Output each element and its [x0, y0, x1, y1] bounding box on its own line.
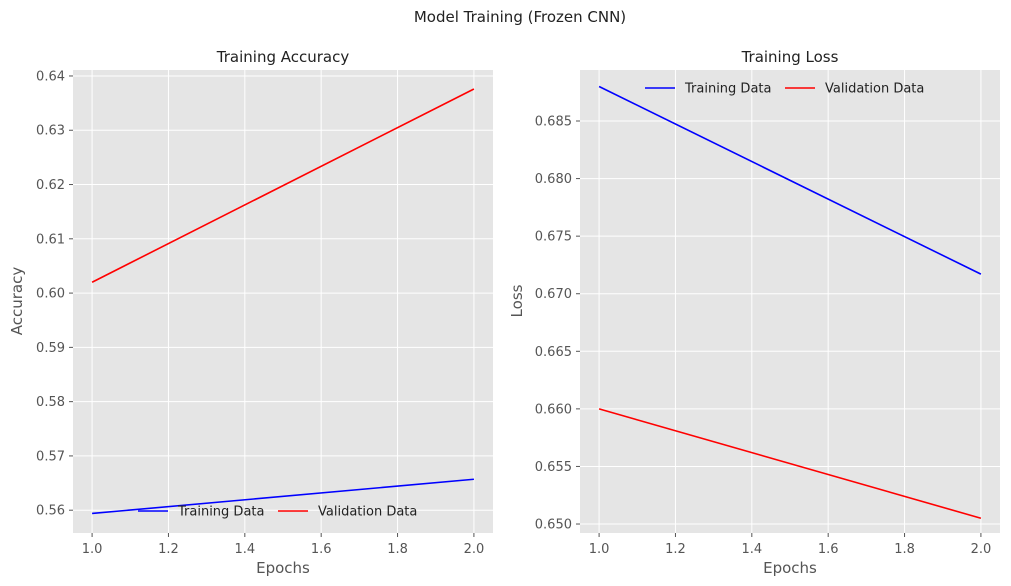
loss-y-tick-label: 0.675: [535, 230, 572, 245]
accuracy-training-data-line: [92, 478, 474, 515]
accuracy-y-tick-label: 0.62: [36, 178, 65, 193]
accuracy-grid: [73, 70, 493, 533]
accuracy-series: [91, 88, 475, 515]
accuracy-y-tick-label: 0.60: [36, 287, 65, 302]
loss-y-ticks: 0.650 0.655 0.660 0.665 0.670 0.675 0.680 0.685: [535, 115, 580, 533]
loss-x-tick-label: 1.8: [894, 542, 915, 557]
loss-y-axis-label: Loss: [508, 284, 526, 317]
loss-validation-data-line: [598, 408, 982, 520]
loss-x-tick-label: 1.0: [589, 542, 610, 557]
loss-y-tick-label: 0.655: [535, 460, 572, 475]
loss-legend: Training Data Validation Data: [645, 82, 924, 97]
loss-grid: [580, 70, 1000, 533]
loss-legend-validation-data-label: Validation Data: [825, 82, 924, 97]
loss-y-tick-label: 0.670: [535, 287, 572, 302]
accuracy-y-tick-label: 0.64: [36, 69, 65, 84]
loss-x-tick-label: 1.6: [818, 542, 839, 557]
loss-x-tick-label: 1.4: [741, 542, 762, 557]
accuracy-y-axis-label: Accuracy: [8, 267, 26, 336]
loss-x-tick-label: 1.2: [665, 542, 686, 557]
accuracy-legend-training-data-label: Training Data: [177, 505, 264, 520]
accuracy-y-ticks: 0.56 0.57 0.58 0.59 0.60 0.61 0.62 0.63 0.64: [36, 69, 73, 519]
loss-y-tick-label: 0.650: [535, 518, 572, 533]
loss-plot-area: [580, 70, 1000, 533]
accuracy-validation-data-line: [91, 88, 475, 283]
loss-legend-training-data-label: Training Data: [684, 82, 771, 97]
accuracy-x-tick-label: 2.0: [464, 542, 485, 557]
loss-series: [598, 85, 982, 520]
accuracy-y-tick-label: 0.57: [36, 449, 65, 464]
accuracy-y-tick-label: 0.59: [36, 341, 65, 356]
loss-y-tick-label: 0.680: [535, 172, 572, 187]
accuracy-x-tick-label: 1.2: [158, 542, 179, 557]
accuracy-chart-title: Training Accuracy: [216, 48, 350, 66]
loss-chart-title: Training Loss: [741, 48, 839, 66]
accuracy-plot-area: [73, 70, 493, 533]
accuracy-x-ticks: 1.0 1.2 1.4 1.6 1.8 2.0: [82, 533, 485, 557]
loss-y-tick-label: 0.685: [535, 115, 572, 130]
accuracy-legend-validation-data-label: Validation Data: [318, 505, 417, 520]
accuracy-x-tick-label: 1.4: [234, 542, 255, 557]
loss-y-tick-label: 0.665: [535, 345, 572, 360]
accuracy-chart-panel: 1.0 1.2 1.4 1.6 1.8 2.0 0.560.570.580.590.600…: [8, 48, 493, 577]
loss-y-tick-label: 0.660: [535, 402, 572, 417]
loss-training-data-line: [598, 85, 982, 275]
accuracy-y-tick-label: 0.58: [36, 395, 65, 410]
loss-x-tick-label: 2.0: [971, 542, 992, 557]
loss-chart-panel: 1.0 1.2 1.4 1.6 1.8 2.0 0.6500.6550.6600.6650…: [508, 48, 1000, 577]
loss-x-ticks: 1.0 1.2 1.4 1.6 1.8 2.0: [589, 533, 992, 557]
loss-x-axis-label: Epochs: [763, 559, 817, 577]
figure-suptitle: Model Training (Frozen CNN): [414, 8, 626, 26]
accuracy-y-tick-label: 0.63: [36, 124, 65, 139]
accuracy-x-tick-label: 1.8: [387, 542, 408, 557]
accuracy-x-axis-label: Epochs: [256, 559, 310, 577]
accuracy-x-tick-label: 1.0: [82, 542, 103, 557]
accuracy-legend: Training Data Validation Data: [138, 505, 417, 520]
accuracy-y-tick-label: 0.56: [36, 504, 65, 519]
accuracy-y-tick-label: 0.61: [36, 232, 65, 247]
accuracy-x-tick-label: 1.6: [311, 542, 332, 557]
